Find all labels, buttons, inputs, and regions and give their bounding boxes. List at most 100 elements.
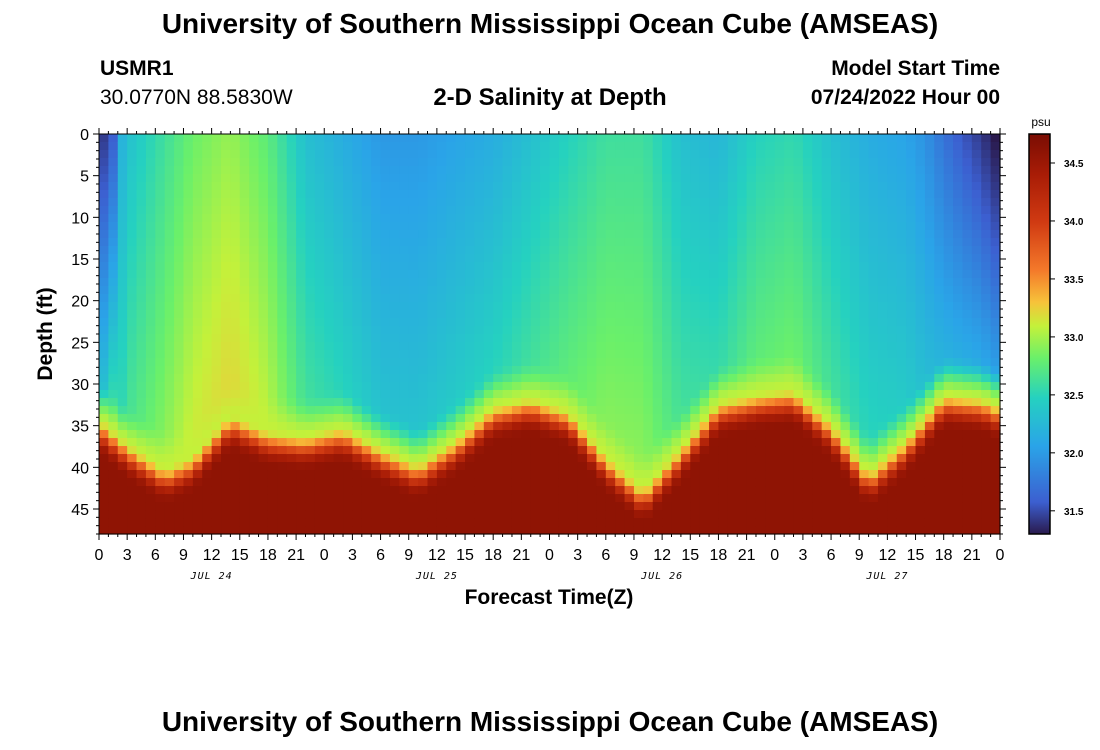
heatmap-cell [267,382,278,391]
heatmap-cell [915,198,926,207]
heatmap-cell [596,238,607,247]
heatmap-cell [549,286,560,295]
heatmap-cell [540,462,551,471]
heatmap-cell [624,310,635,319]
heatmap-cell [821,342,832,351]
heatmap-cell [296,326,307,335]
heatmap-cell [755,334,766,343]
heatmap-cell [399,230,410,239]
heatmap-cell [727,510,738,519]
heatmap-cell [915,382,926,391]
heatmap-cell [230,366,241,375]
heatmap-cell [540,358,551,367]
heatmap-cell [230,406,241,415]
heatmap-cell [239,454,250,463]
heatmap-cell [821,214,832,223]
heatmap-cell [155,438,166,447]
heatmap-cell [737,174,748,183]
heatmap-cell [164,294,175,303]
heatmap-cell [737,206,748,215]
heatmap-cell [971,326,982,335]
heatmap-cell [511,350,522,359]
heatmap-cell [840,318,851,327]
heatmap-cell [680,246,691,255]
heatmap-cell [296,494,307,503]
heatmap-cell [258,278,269,287]
heatmap-cell [596,454,607,463]
heatmap-cell [540,518,551,527]
heatmap-cell [821,262,832,271]
heatmap-cell [258,222,269,231]
heatmap-cell [127,134,138,143]
heatmap-cell [296,206,307,215]
heatmap-cell [615,502,626,511]
heatmap-cell [906,286,917,295]
heatmap-cell [183,326,194,335]
heatmap-cell [211,518,222,527]
heatmap-cell [136,526,147,535]
heatmap-cell [427,182,438,191]
heatmap-cell [164,262,175,271]
heatmap-cell [99,486,109,495]
heatmap-cell [192,462,203,471]
heatmap-cell [737,302,748,311]
heatmap-cell [136,446,147,455]
heatmap-cell [615,334,626,343]
heatmap-cell [784,310,795,319]
heatmap-cell [183,358,194,367]
heatmap-cell [671,174,682,183]
heatmap-cell [615,134,626,143]
heatmap-cell [643,270,654,279]
heatmap-cell [953,358,964,367]
heatmap-cell [117,422,128,431]
heatmap-cell [258,190,269,199]
heatmap-cell [127,262,138,271]
heatmap-cell [755,174,766,183]
heatmap-cell [465,270,476,279]
heatmap-cell [155,302,166,311]
heatmap-cell [558,238,569,247]
heatmap-cell [859,198,870,207]
heatmap-cell [962,414,973,423]
x-tick-label: 3 [573,547,582,564]
heatmap-cell [174,470,185,479]
heatmap-cell [699,166,710,175]
heatmap-cell [953,254,964,263]
heatmap-cell [483,406,494,415]
heatmap-cell [352,526,363,535]
heatmap-cell [662,230,673,239]
heatmap-cell [568,326,579,335]
heatmap-cell [436,150,447,159]
heatmap-cell [333,342,344,351]
heatmap-cell [709,470,720,479]
heatmap-cell [727,470,738,479]
heatmap-cell [934,502,945,511]
heatmap-cell [840,222,851,231]
heatmap-cell [680,278,691,287]
heatmap-cell [389,254,400,263]
heatmap-cell [727,174,738,183]
heatmap-cell [145,494,156,503]
heatmap-cell [737,446,748,455]
heatmap-cell [690,134,701,143]
heatmap-cell [718,350,729,359]
heatmap-cell [924,262,935,271]
heatmap-cell [568,406,579,415]
heatmap-cell [765,174,776,183]
heatmap-cell [699,254,710,263]
heatmap-cell [577,174,588,183]
heatmap-cell [727,446,738,455]
heatmap-cell [296,438,307,447]
heatmap-cell [474,526,485,535]
heatmap-cell [784,238,795,247]
heatmap-cell [455,462,466,471]
heatmap-cell [633,518,644,527]
heatmap-cell [446,486,457,495]
heatmap-cell [896,286,907,295]
heatmap-cell [249,134,260,143]
heatmap-cell [389,470,400,479]
heatmap-cell [183,214,194,223]
heatmap-cell [774,446,785,455]
heatmap-cell [333,158,344,167]
heatmap-cell [943,294,954,303]
